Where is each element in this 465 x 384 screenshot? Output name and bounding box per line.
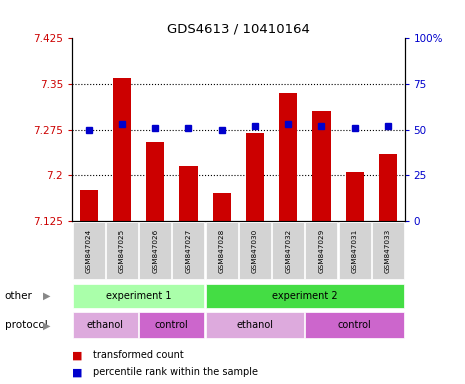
- Bar: [239, 222, 271, 279]
- Text: experiment 2: experiment 2: [272, 291, 338, 301]
- Text: GSM847026: GSM847026: [152, 228, 158, 273]
- Bar: [372, 222, 404, 279]
- Text: ethanol: ethanol: [87, 320, 124, 331]
- Bar: [139, 313, 205, 338]
- Bar: [113, 78, 131, 221]
- Text: other: other: [5, 291, 33, 301]
- Text: experiment 1: experiment 1: [106, 291, 171, 301]
- Bar: [73, 283, 205, 308]
- Text: GSM847033: GSM847033: [385, 228, 391, 273]
- Text: control: control: [155, 320, 189, 331]
- Bar: [80, 190, 98, 221]
- Text: GSM847028: GSM847028: [219, 228, 225, 273]
- Bar: [246, 132, 264, 221]
- Bar: [345, 172, 364, 221]
- Bar: [306, 222, 338, 279]
- Text: GSM847025: GSM847025: [119, 228, 125, 273]
- Text: GSM847027: GSM847027: [186, 228, 192, 273]
- Text: control: control: [338, 320, 372, 331]
- Text: GSM847030: GSM847030: [252, 228, 258, 273]
- Text: ▶: ▶: [43, 320, 50, 331]
- Text: transformed count: transformed count: [93, 350, 184, 360]
- Text: GSM847031: GSM847031: [352, 228, 358, 273]
- Bar: [73, 222, 105, 279]
- Bar: [173, 222, 205, 279]
- Text: ▶: ▶: [43, 291, 50, 301]
- Bar: [146, 142, 164, 221]
- Bar: [106, 222, 138, 279]
- Bar: [206, 283, 404, 308]
- Text: ethanol: ethanol: [236, 320, 273, 331]
- Bar: [73, 313, 138, 338]
- Text: GSM847032: GSM847032: [285, 228, 291, 273]
- Bar: [213, 194, 231, 221]
- Title: GDS4613 / 10410164: GDS4613 / 10410164: [167, 23, 310, 36]
- Bar: [206, 222, 238, 279]
- Text: protocol: protocol: [5, 320, 47, 331]
- Bar: [279, 93, 297, 221]
- Text: percentile rank within the sample: percentile rank within the sample: [93, 367, 258, 377]
- Bar: [139, 222, 171, 279]
- Text: ■: ■: [72, 367, 83, 377]
- Text: GSM847029: GSM847029: [319, 228, 325, 273]
- Bar: [179, 166, 198, 221]
- Bar: [206, 313, 304, 338]
- Bar: [339, 222, 371, 279]
- Bar: [272, 222, 304, 279]
- Text: ■: ■: [72, 350, 83, 360]
- Bar: [379, 154, 397, 221]
- Text: GSM847024: GSM847024: [86, 228, 92, 273]
- Bar: [312, 111, 331, 221]
- Bar: [306, 313, 404, 338]
